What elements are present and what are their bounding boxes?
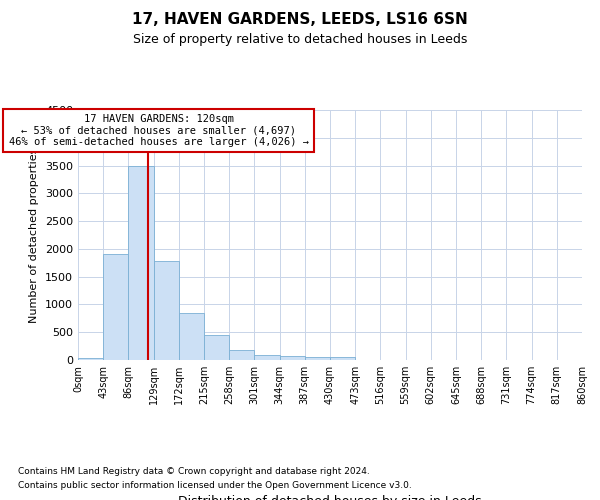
Text: Contains HM Land Registry data © Crown copyright and database right 2024.: Contains HM Land Registry data © Crown c… — [18, 467, 370, 476]
Bar — [204, 335, 229, 360]
Bar — [103, 254, 128, 360]
Bar — [254, 355, 280, 360]
Bar — [280, 356, 305, 360]
X-axis label: Distribution of detached houses by size in Leeds: Distribution of detached houses by size … — [178, 494, 482, 500]
Bar — [330, 357, 355, 360]
Bar — [305, 357, 330, 360]
Y-axis label: Number of detached properties: Number of detached properties — [29, 148, 40, 322]
Text: Contains public sector information licensed under the Open Government Licence v3: Contains public sector information licen… — [18, 481, 412, 490]
Bar — [78, 358, 103, 360]
Text: Size of property relative to detached houses in Leeds: Size of property relative to detached ho… — [133, 32, 467, 46]
Bar — [229, 350, 254, 360]
Bar — [179, 313, 204, 360]
Text: 17 HAVEN GARDENS: 120sqm
← 53% of detached houses are smaller (4,697)
46% of sem: 17 HAVEN GARDENS: 120sqm ← 53% of detach… — [8, 114, 308, 147]
Bar — [154, 262, 179, 360]
Text: 17, HAVEN GARDENS, LEEDS, LS16 6SN: 17, HAVEN GARDENS, LEEDS, LS16 6SN — [132, 12, 468, 28]
Bar — [128, 166, 154, 360]
